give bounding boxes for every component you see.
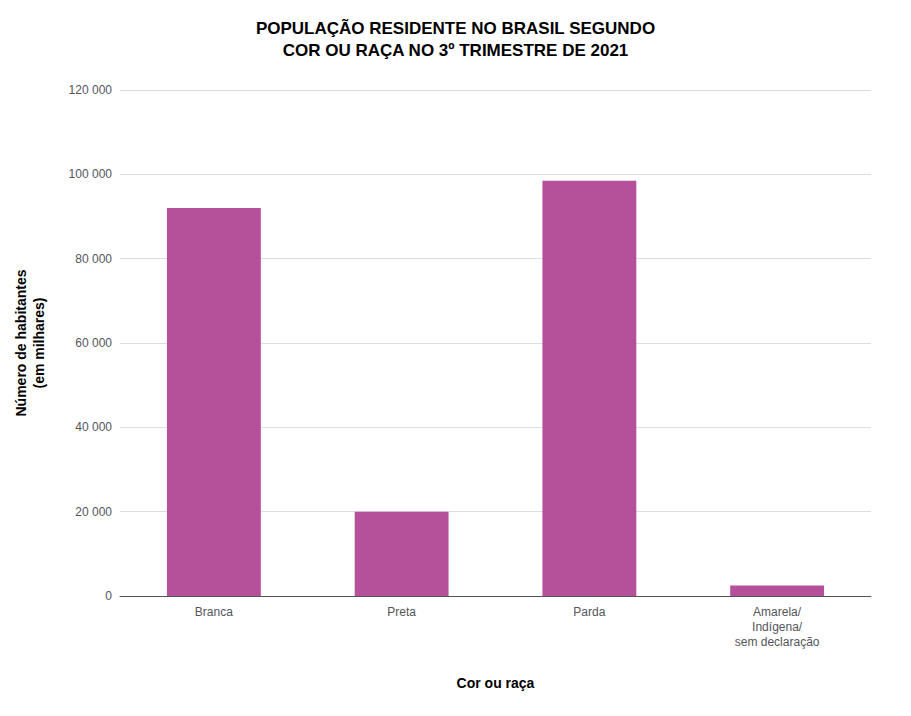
svg-text:Cor ou raça: Cor ou raça [457, 675, 535, 691]
svg-text:100 000: 100 000 [69, 167, 113, 181]
svg-text:COR OU RAÇA NO 3º TRIMESTRE DE: COR OU RAÇA NO 3º TRIMESTRE DE 2021 [283, 41, 629, 60]
svg-text:120 000: 120 000 [69, 83, 113, 97]
svg-text:40 000: 40 000 [75, 420, 112, 434]
svg-text:(em milhares): (em milhares) [31, 297, 47, 388]
svg-text:Amarela/: Amarela/ [753, 605, 802, 619]
svg-text:Número de habitantes: Número de habitantes [13, 269, 29, 416]
svg-text:60 000: 60 000 [75, 336, 112, 350]
svg-text:0: 0 [105, 589, 112, 603]
svg-text:Parda: Parda [573, 605, 605, 619]
svg-text:20 000: 20 000 [75, 505, 112, 519]
svg-text:sem declaração: sem declaração [735, 635, 820, 649]
svg-text:80 000: 80 000 [75, 252, 112, 266]
svg-text:POPULAÇÃO RESIDENTE NO BRASIL: POPULAÇÃO RESIDENTE NO BRASIL SEGUNDO [256, 18, 655, 38]
svg-text:Branca: Branca [195, 605, 233, 619]
svg-text:Indígena/: Indígena/ [752, 620, 803, 634]
svg-text:Preta: Preta [387, 605, 416, 619]
